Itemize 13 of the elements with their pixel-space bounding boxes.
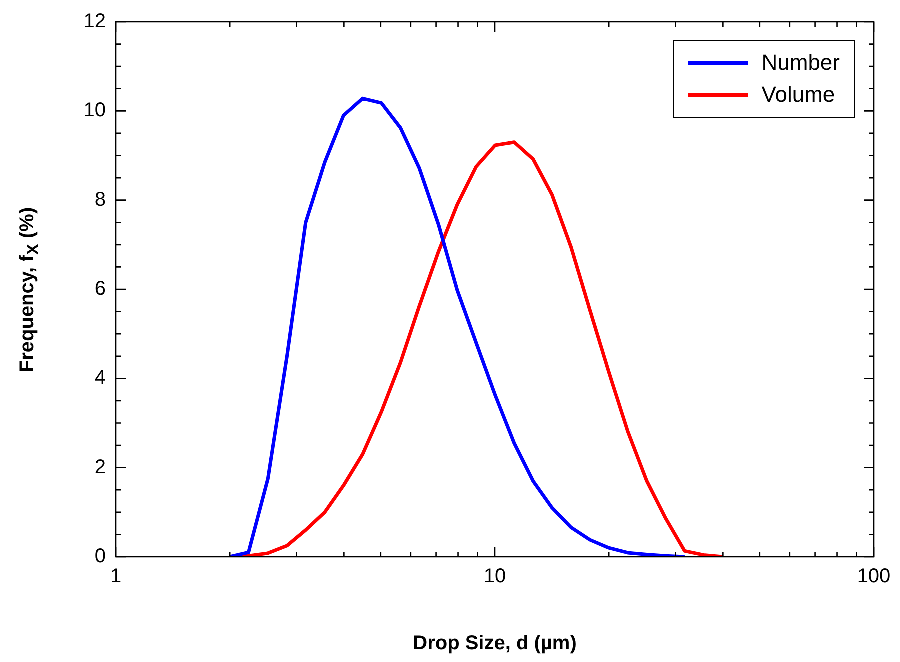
y-tick-label: 8 [94, 188, 106, 211]
y-tick-label: 2 [94, 456, 106, 478]
y-tick-label: 10 [84, 100, 106, 122]
x-tick-label: 100 [857, 566, 891, 588]
y-tick-label: 6 [94, 278, 106, 300]
x-tick-label: 1 [110, 566, 122, 588]
x-axis-title: Drop Size, d (µm) [413, 632, 577, 655]
y-tick-label: 0 [94, 546, 106, 568]
legend-label: Number [762, 49, 840, 77]
y-tick-label: 12 [84, 10, 106, 33]
x-tick-label: 10 [484, 566, 506, 588]
legend-label: Volume [762, 81, 836, 109]
y-tick-label: 4 [94, 367, 106, 390]
